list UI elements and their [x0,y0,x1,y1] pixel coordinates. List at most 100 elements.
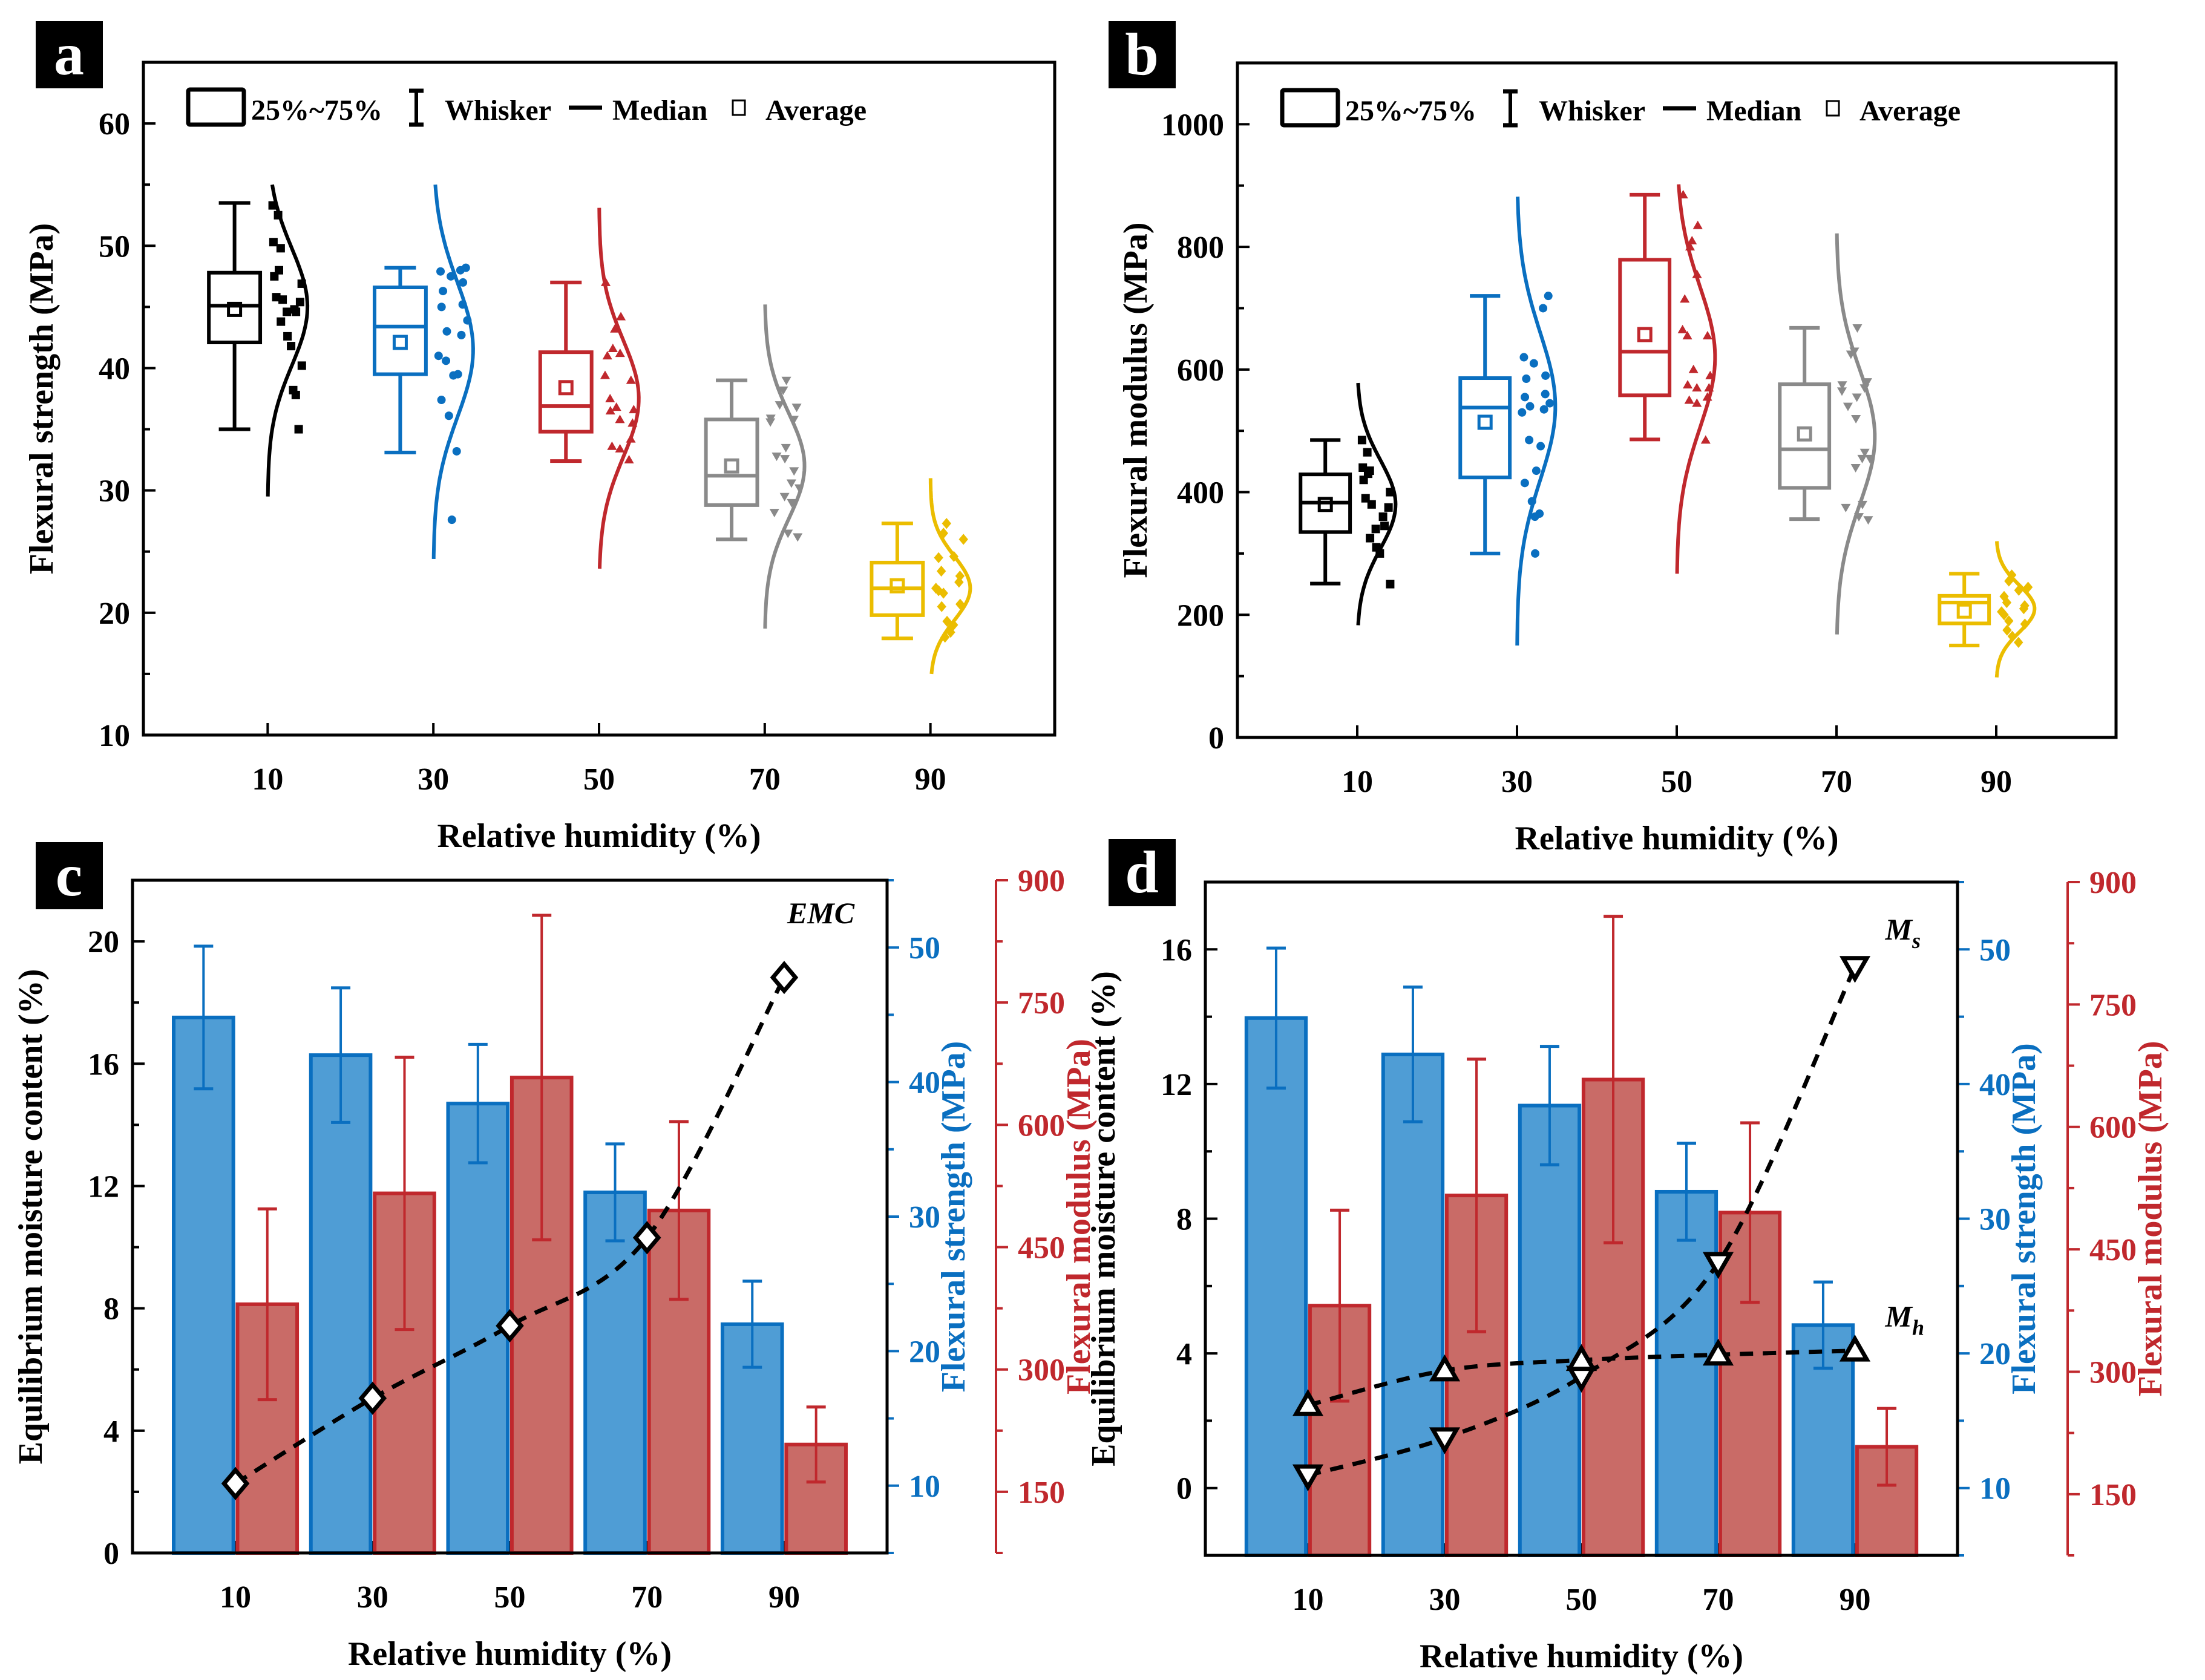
data-point [783,529,793,538]
legend-label: Average [765,94,867,126]
data-point [940,632,950,643]
strength-axis-tick-label: 40 [1979,1068,2011,1102]
data-point [1859,384,1870,393]
y-tick-label: 4 [103,1414,119,1449]
x-tick-label: 30 [418,762,449,797]
mean-marker [890,578,905,593]
modulus-axis-tick-label: 600 [2089,1111,2137,1145]
data-point [1518,408,1527,417]
data-point [954,577,964,588]
data-point [1692,383,1702,392]
data-point [452,446,461,456]
emc-marker [632,1221,661,1255]
emc-marker [496,1309,524,1342]
data-point [1363,448,1372,457]
data-point [955,598,965,610]
data-point [1841,503,1851,512]
data-point [949,551,958,562]
data-point [1384,503,1393,512]
data-point [787,498,797,508]
y-tick-label: 4 [1176,1337,1192,1371]
distribution-curve [1994,541,2037,678]
data-point [283,307,292,316]
mean-marker [1956,603,1972,619]
data-point [788,416,799,425]
legend: 25%~75% Whisker Median Average [1280,88,1961,128]
data-point [607,441,617,450]
data-point [2020,618,2030,630]
legend-box-icon [1280,88,1340,128]
x-tick-label: 10 [1342,765,1373,799]
data-point [2019,603,2029,615]
data-point [949,619,958,631]
x-tick-label: 10 [252,762,283,797]
box-group-rh50 [1618,184,1717,574]
x-tick-label: 10 [220,1580,251,1615]
data-point [1692,398,1702,407]
legend-average-icon [732,99,746,116]
data-point [2004,575,2014,587]
strength-axis-tick-label: 30 [1979,1203,2011,1237]
distribution-curve [1356,382,1398,626]
emc-marker [358,1381,387,1415]
data-point [615,443,625,453]
data-point [1527,497,1536,506]
y-tick-label: 20 [99,596,130,631]
modulus-axis-tick-label: 750 [2089,988,2137,1022]
iqr-box [1938,593,1991,626]
data-point [1545,399,1555,408]
legend-box-icon [186,87,246,127]
data-point [629,405,639,414]
mh-marker [1292,1389,1324,1416]
modulus-axis-tick-label: 150 [1018,1476,1065,1510]
data-point [297,279,306,288]
plot-frame [131,878,889,1555]
data-point [769,509,779,518]
modulus-axis-tick-label: 900 [2089,866,2137,900]
legend-label: Median [1706,95,1801,127]
data-point [1851,414,1861,423]
data-point [278,295,287,304]
y-tick-label: 60 [99,107,130,142]
data-point [276,244,285,253]
strength-axis-tick-label: 20 [1979,1337,2011,1371]
data-point [1837,381,1847,390]
data-point [2023,581,2033,593]
strength-bar [172,1015,235,1555]
strength-bar [309,1053,373,1555]
strength-axis-tick-label: 50 [1979,933,2011,967]
data-point [1539,304,1548,313]
y-tick-label: 16 [1161,933,1192,967]
strength-axis-tick-label: 30 [909,1200,940,1235]
x-tick-label: 70 [749,762,781,797]
strength-bar [583,1190,647,1555]
x-tick-label: 30 [1429,1583,1461,1617]
data-point [627,418,638,427]
data-point [437,302,446,312]
box-group-rh90 [1938,541,2037,678]
iqr-box [1778,382,1832,490]
data-point [781,376,791,385]
data-point [444,411,453,420]
data-point [778,386,788,395]
data-point [1367,500,1376,509]
mh-annotation: Mh [1885,1299,1925,1340]
panel-label-text: c [56,842,82,909]
data-point [791,404,802,413]
data-point [295,298,304,307]
data-point [1704,383,1714,392]
data-point [626,375,636,384]
data-point [1682,380,1693,389]
panel-d: d 0 4 8 12 16 Equilibrium moisture content (%)… [1085,838,2169,1675]
data-point [1688,364,1699,373]
data-point [937,601,946,612]
data-point [1386,580,1395,589]
data-point [1836,387,1847,396]
ms-annotation-sub: s [1912,929,1921,953]
data-point [297,361,306,370]
data-point [602,351,612,360]
data-point [1853,513,1864,522]
mean-marker [1477,414,1493,430]
panel-label-text: d [1125,838,1159,906]
emc-line [234,976,787,1486]
